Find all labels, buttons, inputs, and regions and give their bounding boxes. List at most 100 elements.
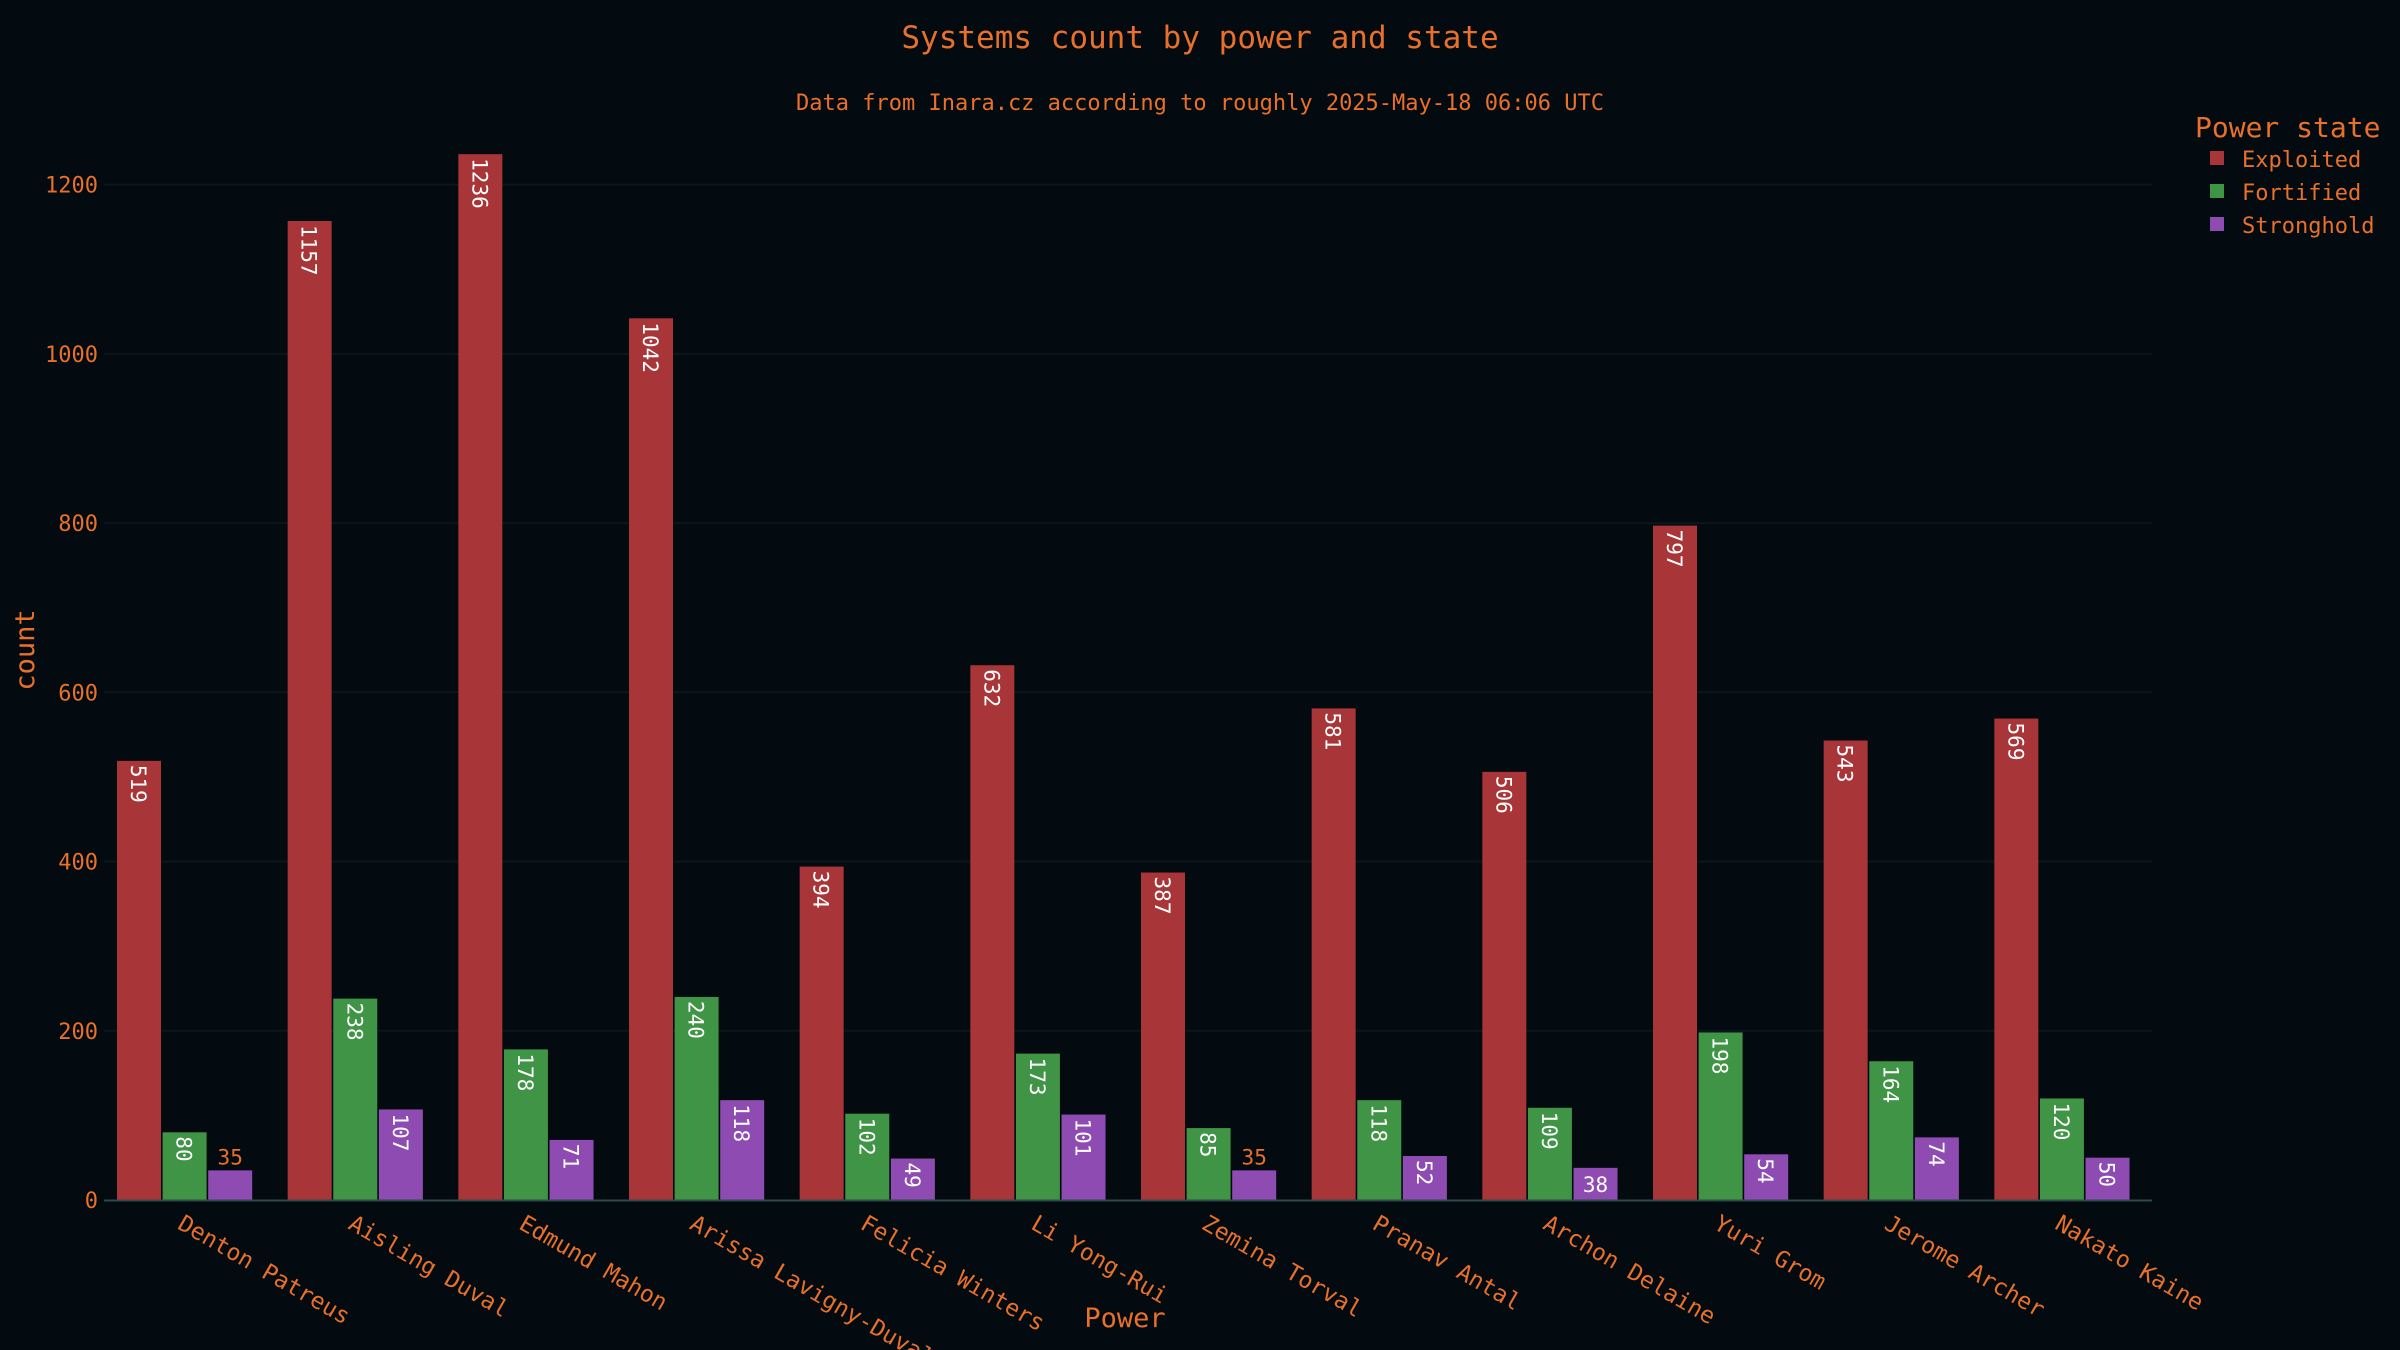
bar-value-label: 387 xyxy=(1150,877,1174,915)
y-tick-label: 1200 xyxy=(45,174,98,199)
bar xyxy=(1015,1053,1060,1200)
bar-value-label: 569 xyxy=(2003,723,2027,761)
bar-value-label: 1042 xyxy=(638,322,662,373)
y-axis-title: count xyxy=(10,609,41,690)
bar xyxy=(890,1158,935,1200)
bar xyxy=(1994,718,2039,1200)
y-tick-label: 800 xyxy=(58,512,98,537)
bar xyxy=(1823,740,1868,1200)
bar-value-label: 581 xyxy=(1321,712,1345,750)
bar-value-label: 797 xyxy=(1662,530,1686,568)
bar xyxy=(845,1113,890,1200)
legend: Power state Exploited Fortified Stronghold xyxy=(2195,111,2380,239)
bar xyxy=(1698,1032,1743,1200)
bar-value-label: 632 xyxy=(979,669,1003,707)
bar xyxy=(1186,1128,1231,1200)
bar-value-label: 50 xyxy=(2095,1162,2119,1187)
bar-value-label: 118 xyxy=(729,1104,753,1142)
bar xyxy=(1744,1154,1789,1200)
legend-items: Exploited Fortified Stronghold xyxy=(2210,148,2374,239)
bar xyxy=(1402,1156,1447,1200)
bar-value-label: 107 xyxy=(388,1113,412,1151)
bar xyxy=(1527,1107,1572,1200)
y-tick-label: 0 xyxy=(85,1189,98,1214)
bar xyxy=(674,996,719,1200)
bar xyxy=(1573,1167,1618,1200)
legend-label: Stronghold xyxy=(2242,214,2374,239)
x-axis-title: Power xyxy=(1084,1303,1165,1334)
x-tick-label: Archon Delaine xyxy=(1539,1211,1720,1330)
bar xyxy=(287,221,332,1200)
x-tick-label: Nakato Kaine xyxy=(2051,1211,2208,1317)
y-tick-label: 600 xyxy=(58,681,98,706)
bar-value-label: 543 xyxy=(1833,745,1857,783)
legend-title: Power state xyxy=(2195,111,2380,144)
legend-label: Exploited xyxy=(2242,148,2361,173)
bar-value-label: 1157 xyxy=(297,225,321,276)
bar xyxy=(799,866,844,1200)
bar-value-label: 238 xyxy=(342,1003,366,1041)
bar-value-label: 178 xyxy=(513,1053,537,1091)
bar-value-label: 173 xyxy=(1025,1058,1049,1096)
bar xyxy=(720,1100,765,1200)
bar xyxy=(2039,1098,2084,1200)
bar-value-label: 164 xyxy=(1878,1065,1902,1103)
bar xyxy=(970,665,1015,1200)
bar xyxy=(333,998,378,1200)
y-tick-label: 200 xyxy=(58,1020,98,1045)
legend-label: Fortified xyxy=(2242,181,2361,206)
bars xyxy=(117,154,2130,1201)
bar xyxy=(1061,1114,1106,1200)
bar-value-labels: 519 80 35 1157 238 107 1236 178 71 1042 240 118 394 1… xyxy=(126,158,2119,1197)
bar-value-label: 394 xyxy=(809,871,833,909)
x-tick-label: Pranav Antal xyxy=(1368,1211,1525,1317)
bar-value-label: 85 xyxy=(1196,1132,1220,1157)
chart-title: Systems count by power and state xyxy=(901,20,1498,56)
bar xyxy=(1311,708,1356,1200)
bar-value-label: 54 xyxy=(1753,1158,1777,1183)
x-tick-label: Zemina Torval xyxy=(1197,1211,1366,1324)
bar xyxy=(1914,1137,1959,1200)
bar xyxy=(503,1049,548,1200)
x-tick-label: Edmund Mahon xyxy=(515,1211,672,1317)
bar-value-label: 240 xyxy=(684,1001,708,1039)
bar-value-label: 38 xyxy=(1583,1173,1608,1197)
bar-value-label: 35 xyxy=(218,1145,243,1169)
bar-value-label: 519 xyxy=(126,765,150,803)
legend-swatch xyxy=(2210,217,2224,231)
bar-value-label: 80 xyxy=(172,1136,196,1161)
bar-value-label: 118 xyxy=(1366,1104,1390,1142)
bar xyxy=(2085,1157,2130,1200)
y-tick-label: 1000 xyxy=(45,343,98,368)
bar xyxy=(1869,1061,1914,1200)
x-tick-label: Li Yong-Rui xyxy=(1027,1211,1172,1310)
bar-value-label: 109 xyxy=(1537,1112,1561,1150)
x-tick-label: Aisling Duval xyxy=(344,1211,513,1324)
bar-value-label: 1236 xyxy=(467,158,491,209)
x-tick-label: Denton Patreus xyxy=(173,1211,354,1330)
bar-value-label: 506 xyxy=(1491,776,1515,814)
bar xyxy=(378,1109,423,1200)
bar xyxy=(208,1170,253,1200)
gridlines xyxy=(104,183,2152,1032)
bar-value-label: 101 xyxy=(1071,1119,1095,1157)
bar xyxy=(629,318,673,1200)
bar-value-label: 49 xyxy=(900,1163,924,1188)
bar-value-label: 52 xyxy=(1412,1160,1436,1185)
chart-subtitle: Data from Inara.cz according to roughly … xyxy=(796,91,1604,116)
bar xyxy=(117,760,161,1200)
bar xyxy=(549,1139,594,1200)
bar xyxy=(1232,1170,1277,1200)
bar-value-label: 74 xyxy=(1924,1141,1948,1166)
bar-value-label: 35 xyxy=(1242,1145,1267,1169)
bar xyxy=(1357,1100,1402,1200)
bar-value-label: 102 xyxy=(854,1118,878,1156)
bar xyxy=(1653,525,1697,1200)
legend-swatch xyxy=(2210,184,2224,198)
bar xyxy=(1482,771,1527,1200)
bar xyxy=(458,154,503,1201)
bar-value-label: 120 xyxy=(2049,1102,2073,1140)
bar-value-label: 71 xyxy=(559,1144,583,1169)
